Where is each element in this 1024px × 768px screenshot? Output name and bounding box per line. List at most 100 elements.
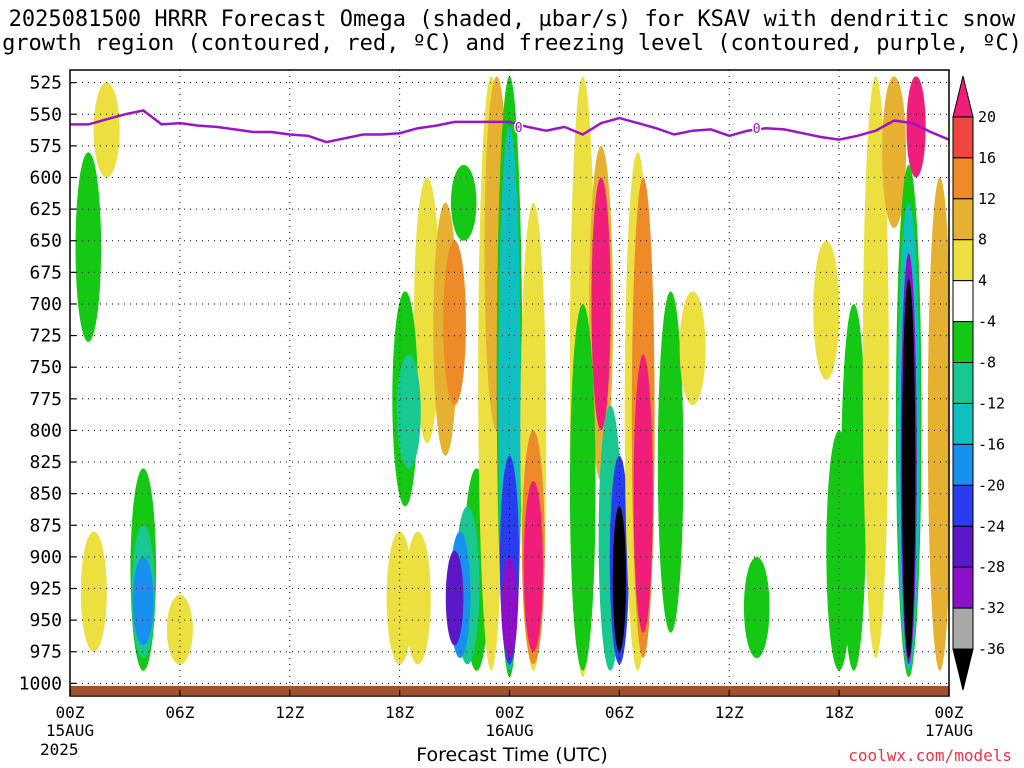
omega-cell-7 xyxy=(386,531,413,665)
x-tick-label: 18Z xyxy=(825,703,854,722)
y-tick-label: 900 xyxy=(29,547,62,568)
omega-shading xyxy=(75,76,949,678)
colorbar-segment xyxy=(952,525,974,568)
x-axis-title: Forecast Time (UTC) xyxy=(416,744,608,766)
colorbar-label: -16 xyxy=(978,435,1005,453)
colorbar-segment xyxy=(952,607,974,650)
x-tick-label: 00Z xyxy=(495,703,524,722)
colorbar-label: -24 xyxy=(978,517,1005,535)
y-tick-label: 600 xyxy=(29,167,62,188)
y-tick-label: 650 xyxy=(29,231,62,252)
start-year-label: 2025 xyxy=(40,740,79,759)
y-tick-label: 525 xyxy=(29,73,62,94)
x-tick-label: 06Z xyxy=(605,703,634,722)
colorbar-segment xyxy=(952,157,974,200)
omega-cell-8 xyxy=(414,177,441,444)
colorbar: -36 -32 -28 -24 -20 -16 -12 -8 -4 4 8 12 16 20 xyxy=(952,75,1005,691)
colorbar-segment xyxy=(952,566,974,609)
omega-cell-51 xyxy=(927,177,949,671)
y-tick-label: 775 xyxy=(29,389,62,410)
source-credit: coolwx.com/models xyxy=(848,746,1012,765)
omega-cell-1 xyxy=(75,152,102,342)
colorbar-label: 8 xyxy=(978,231,987,249)
colorbar-label: -32 xyxy=(978,599,1005,617)
colorbar-label: -4 xyxy=(978,313,996,331)
y-tick-label: 950 xyxy=(29,610,62,631)
y-tick-label: 850 xyxy=(29,484,62,505)
y-tick-label: 750 xyxy=(29,357,62,378)
y-tick-label: 1000 xyxy=(19,673,62,694)
omega-cell-2 xyxy=(80,531,107,652)
omega-cell-0 xyxy=(93,82,120,178)
colorbar-segment xyxy=(952,239,974,282)
y-tick-label: 975 xyxy=(29,642,62,663)
colorbar-segment xyxy=(952,402,974,445)
y-tick-label: 875 xyxy=(29,515,62,536)
colorbar-segment xyxy=(952,443,974,486)
colorbar-top-arrow xyxy=(952,75,974,118)
colorbar-label: -20 xyxy=(978,476,1005,494)
x-tick-label: 18Z xyxy=(385,703,414,722)
y-tick-label: 625 xyxy=(29,199,62,220)
freezing-level-label: 0 xyxy=(753,122,761,137)
colorbar-label: -28 xyxy=(978,558,1005,576)
omega-cell-12 xyxy=(396,354,421,469)
freezing-level-label: 0 xyxy=(515,121,523,136)
x-tick-date-label: 17AUG xyxy=(925,721,973,740)
x-tick-label: 00Z xyxy=(56,703,85,722)
colorbar-segment xyxy=(952,362,974,404)
colorbar-label: 12 xyxy=(978,190,996,208)
omega-cell-18 xyxy=(445,550,464,646)
x-tick-label: 12Z xyxy=(275,703,304,722)
y-tick-label: 825 xyxy=(29,452,62,473)
omega-cell-10 xyxy=(443,240,466,406)
colorbar-label: -12 xyxy=(978,394,1005,412)
omega-cell-34 xyxy=(612,506,626,652)
omega-cell-45 xyxy=(882,76,907,229)
colorbar-label: -8 xyxy=(978,354,996,372)
title-line-2: growth region (contoured, red, ºC) and f… xyxy=(2,31,1022,56)
colorbar-label: 16 xyxy=(978,149,996,167)
omega-cell-30 xyxy=(591,177,611,431)
omega-cell-6 xyxy=(166,594,193,665)
omega-cell-43 xyxy=(840,303,867,671)
y-tick-label: 800 xyxy=(29,420,62,441)
omega-cell-46 xyxy=(906,76,926,178)
colorbar-segment xyxy=(952,321,974,364)
colorbar-bottom-arrow xyxy=(952,648,974,691)
omega-cell-27 xyxy=(523,481,543,652)
y-tick-label: 675 xyxy=(29,262,62,283)
colorbar-segment xyxy=(952,198,974,241)
colorbar-segment xyxy=(952,116,974,159)
colorbar-segment xyxy=(952,484,974,527)
colorbar-segment xyxy=(952,280,974,323)
x-tick-label: 00Z xyxy=(935,703,964,722)
omega-cell-50 xyxy=(902,278,916,659)
pressure-axis: 525 550 575 600 625 650 675 700 725 750 775 800 825 8… xyxy=(19,73,76,694)
omega-cell-44 xyxy=(862,76,889,659)
colorbar-label: -36 xyxy=(978,640,1005,658)
omega-cell-14 xyxy=(450,164,477,241)
y-tick-label: 925 xyxy=(29,579,62,600)
x-tick-date-label: 16AUG xyxy=(485,721,533,740)
y-tick-label: 725 xyxy=(29,326,62,347)
title-line-1: 2025081500 HRRR Forecast Omega (shaded, … xyxy=(8,7,1016,32)
omega-cell-5 xyxy=(132,556,154,646)
omega-cell-40 xyxy=(743,556,770,659)
omega-cell-13 xyxy=(405,531,431,665)
x-tick-label: 06Z xyxy=(165,703,194,722)
colorbar-label: 20 xyxy=(978,108,996,126)
y-tick-label: 575 xyxy=(29,136,62,157)
omega-cell-37 xyxy=(633,354,653,633)
freezing-level-line xyxy=(70,109,949,144)
x-tick-label: 12Z xyxy=(715,703,744,722)
y-tick-label: 550 xyxy=(29,104,62,125)
omega-cell-24 xyxy=(501,556,518,659)
omega-cell-39 xyxy=(679,291,706,406)
x-tick-date-label: 15AUG xyxy=(46,721,94,740)
gridlines xyxy=(69,70,950,696)
omega-cell-31 xyxy=(569,303,596,671)
